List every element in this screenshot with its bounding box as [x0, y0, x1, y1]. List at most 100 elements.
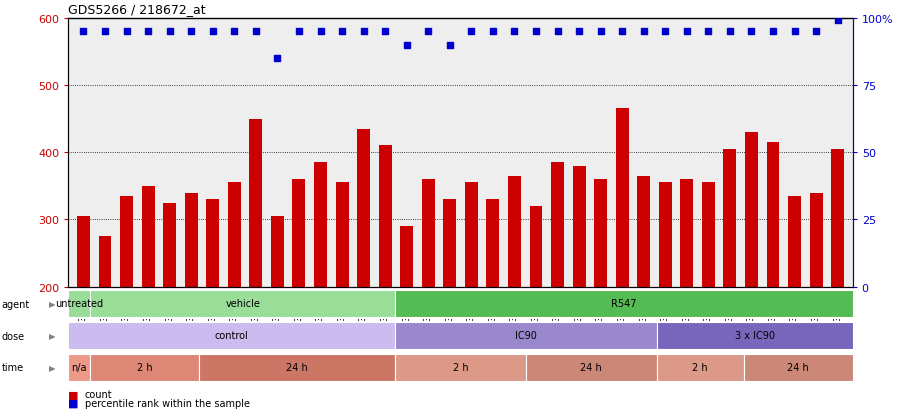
Bar: [206, 200, 219, 413]
Point: [743, 29, 758, 36]
Text: GDS5266 / 218672_at: GDS5266 / 218672_at: [68, 3, 206, 16]
Bar: [68, 354, 90, 381]
Bar: [98, 237, 111, 413]
Point: [334, 29, 349, 36]
Bar: [550, 163, 563, 413]
Point: [765, 29, 780, 36]
Point: [442, 42, 456, 49]
Bar: [90, 354, 199, 381]
Point: [679, 29, 693, 36]
Bar: [357, 129, 370, 413]
Bar: [744, 133, 757, 413]
Point: [701, 29, 715, 36]
Bar: [394, 323, 656, 349]
Text: 2 h: 2 h: [691, 362, 707, 372]
Point: [162, 29, 177, 36]
Bar: [615, 109, 628, 413]
Point: [77, 29, 91, 36]
Text: 2 h: 2 h: [452, 362, 468, 372]
Bar: [572, 166, 585, 413]
Bar: [394, 354, 526, 381]
Bar: [593, 180, 607, 413]
Bar: [830, 150, 844, 413]
Point: [614, 29, 629, 36]
Bar: [335, 183, 348, 413]
Bar: [658, 183, 671, 413]
Point: [184, 29, 199, 36]
Bar: [271, 216, 283, 413]
Point: [528, 29, 543, 36]
Point: [140, 29, 155, 36]
Bar: [486, 200, 499, 413]
Point: [227, 29, 241, 36]
Bar: [787, 197, 800, 413]
Text: ■: ■: [68, 389, 79, 399]
Point: [464, 29, 478, 36]
Point: [507, 29, 521, 36]
Bar: [68, 291, 90, 317]
Point: [722, 29, 736, 36]
Text: ▶: ▶: [48, 363, 56, 372]
Point: [786, 29, 801, 36]
Point: [399, 42, 414, 49]
Text: 2 h: 2 h: [137, 362, 152, 372]
Bar: [199, 354, 394, 381]
Point: [549, 29, 564, 36]
Point: [571, 29, 586, 36]
Text: control: control: [215, 330, 249, 340]
Point: [829, 18, 844, 25]
Bar: [141, 186, 155, 413]
Text: ■: ■: [68, 398, 79, 408]
Point: [636, 29, 650, 36]
Bar: [809, 193, 822, 413]
Point: [485, 29, 499, 36]
Bar: [529, 206, 542, 413]
Bar: [701, 183, 714, 413]
Text: ▶: ▶: [48, 331, 56, 340]
Bar: [656, 323, 852, 349]
Bar: [421, 180, 435, 413]
Text: vehicle: vehicle: [225, 298, 260, 309]
Bar: [77, 216, 90, 413]
Bar: [722, 150, 735, 413]
Point: [593, 29, 608, 36]
Bar: [465, 183, 477, 413]
Text: n/a: n/a: [71, 362, 87, 372]
Bar: [378, 146, 391, 413]
Bar: [90, 291, 394, 317]
Bar: [394, 291, 852, 317]
Point: [377, 29, 392, 36]
Bar: [292, 180, 305, 413]
Bar: [163, 203, 176, 413]
Point: [249, 29, 263, 36]
Bar: [120, 197, 133, 413]
Text: R547: R547: [610, 298, 636, 309]
Bar: [680, 180, 692, 413]
Bar: [443, 200, 456, 413]
Point: [270, 56, 284, 62]
Text: 24 h: 24 h: [579, 362, 601, 372]
Text: percentile rank within the sample: percentile rank within the sample: [85, 398, 250, 408]
Point: [97, 29, 112, 36]
Point: [312, 29, 327, 36]
Point: [292, 29, 306, 36]
Point: [205, 29, 220, 36]
Bar: [765, 143, 779, 413]
Text: 24 h: 24 h: [786, 362, 808, 372]
Bar: [507, 176, 520, 413]
Point: [119, 29, 134, 36]
Point: [808, 29, 823, 36]
Text: 3 x IC90: 3 x IC90: [734, 330, 773, 340]
Point: [657, 29, 671, 36]
Text: untreated: untreated: [56, 298, 103, 309]
Bar: [228, 183, 241, 413]
Bar: [313, 163, 327, 413]
Bar: [249, 119, 262, 413]
Text: count: count: [85, 389, 112, 399]
Text: IC90: IC90: [515, 330, 537, 340]
Bar: [185, 193, 198, 413]
Bar: [637, 176, 650, 413]
Text: time: time: [2, 363, 24, 373]
Text: 24 h: 24 h: [286, 362, 308, 372]
Text: dose: dose: [2, 331, 25, 341]
